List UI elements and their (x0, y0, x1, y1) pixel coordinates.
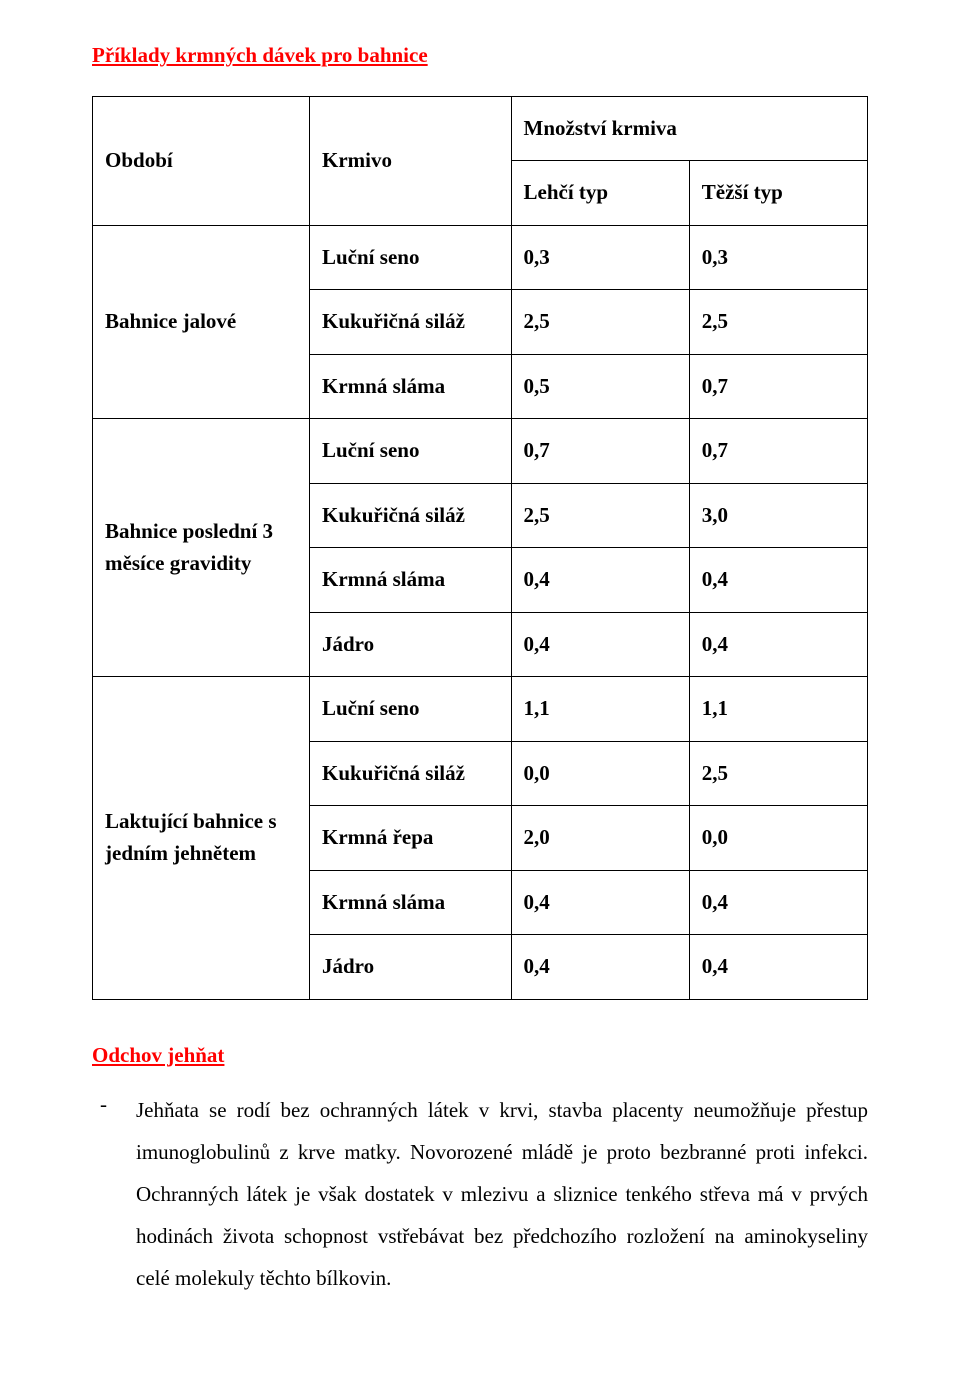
value-cell: 3,0 (689, 483, 867, 548)
value-cell: 0,3 (511, 225, 689, 290)
header-period: Období (93, 96, 310, 225)
section-heading: Odchov jehňat (92, 1040, 868, 1072)
value-cell: 2,5 (689, 741, 867, 806)
value-cell: 2,0 (511, 806, 689, 871)
feed-cell: Krmná řepa (310, 806, 512, 871)
value-cell: 1,1 (689, 677, 867, 742)
value-cell: 2,5 (689, 290, 867, 355)
header-quantity: Množství krmiva (511, 96, 868, 161)
value-cell: 0,0 (511, 741, 689, 806)
ration-table: Období Krmivo Množství krmiva Lehčí typ … (92, 96, 868, 1000)
feed-cell: Krmná sláma (310, 548, 512, 613)
value-cell: 0,3 (689, 225, 867, 290)
page-title: Příklady krmných dávek pro bahnice (92, 40, 868, 72)
paragraph-text: Jehňata se rodí bez ochranných látek v k… (136, 1089, 868, 1299)
feed-cell: Luční seno (310, 419, 512, 484)
value-cell: 0,7 (689, 419, 867, 484)
value-cell: 0,7 (511, 419, 689, 484)
value-cell: 0,7 (689, 354, 867, 419)
table-row: Bahnice jalové Luční seno 0,3 0,3 (93, 225, 868, 290)
feed-cell: Luční seno (310, 225, 512, 290)
value-cell: 0,4 (689, 548, 867, 613)
header-light: Lehčí typ (511, 161, 689, 226)
feed-cell: Jádro (310, 935, 512, 1000)
bullet-list: - Jehňata se rodí bez ochranných látek v… (92, 1089, 868, 1299)
table-row: Laktující bahnice s jedním jehnětem Lučn… (93, 677, 868, 742)
feed-cell: Krmná sláma (310, 870, 512, 935)
value-cell: 0,4 (511, 935, 689, 1000)
table-row: Bahnice poslední 3 měsíce gravidity Lučn… (93, 419, 868, 484)
value-cell: 0,5 (511, 354, 689, 419)
header-heavy: Těžší typ (689, 161, 867, 226)
feed-cell: Krmná sláma (310, 354, 512, 419)
value-cell: 2,5 (511, 483, 689, 548)
feed-cell: Kukuřičná siláž (310, 483, 512, 548)
value-cell: 0,0 (689, 806, 867, 871)
header-krmivo: Krmivo (310, 96, 512, 225)
value-cell: 0,4 (689, 612, 867, 677)
feed-cell: Luční seno (310, 677, 512, 742)
value-cell: 1,1 (511, 677, 689, 742)
feed-cell: Jádro (310, 612, 512, 677)
value-cell: 0,4 (511, 548, 689, 613)
value-cell: 0,4 (511, 612, 689, 677)
feed-cell: Kukuřičná siláž (310, 741, 512, 806)
period-cell: Laktující bahnice s jedním jehnětem (93, 677, 310, 1000)
bullet-dash: - (92, 1089, 136, 1299)
period-cell: Bahnice poslední 3 měsíce gravidity (93, 419, 310, 677)
value-cell: 2,5 (511, 290, 689, 355)
list-item: - Jehňata se rodí bez ochranných látek v… (92, 1089, 868, 1299)
value-cell: 0,4 (511, 870, 689, 935)
table-header-row: Období Krmivo Množství krmiva (93, 96, 868, 161)
value-cell: 0,4 (689, 935, 867, 1000)
period-cell: Bahnice jalové (93, 225, 310, 419)
value-cell: 0,4 (689, 870, 867, 935)
feed-cell: Kukuřičná siláž (310, 290, 512, 355)
